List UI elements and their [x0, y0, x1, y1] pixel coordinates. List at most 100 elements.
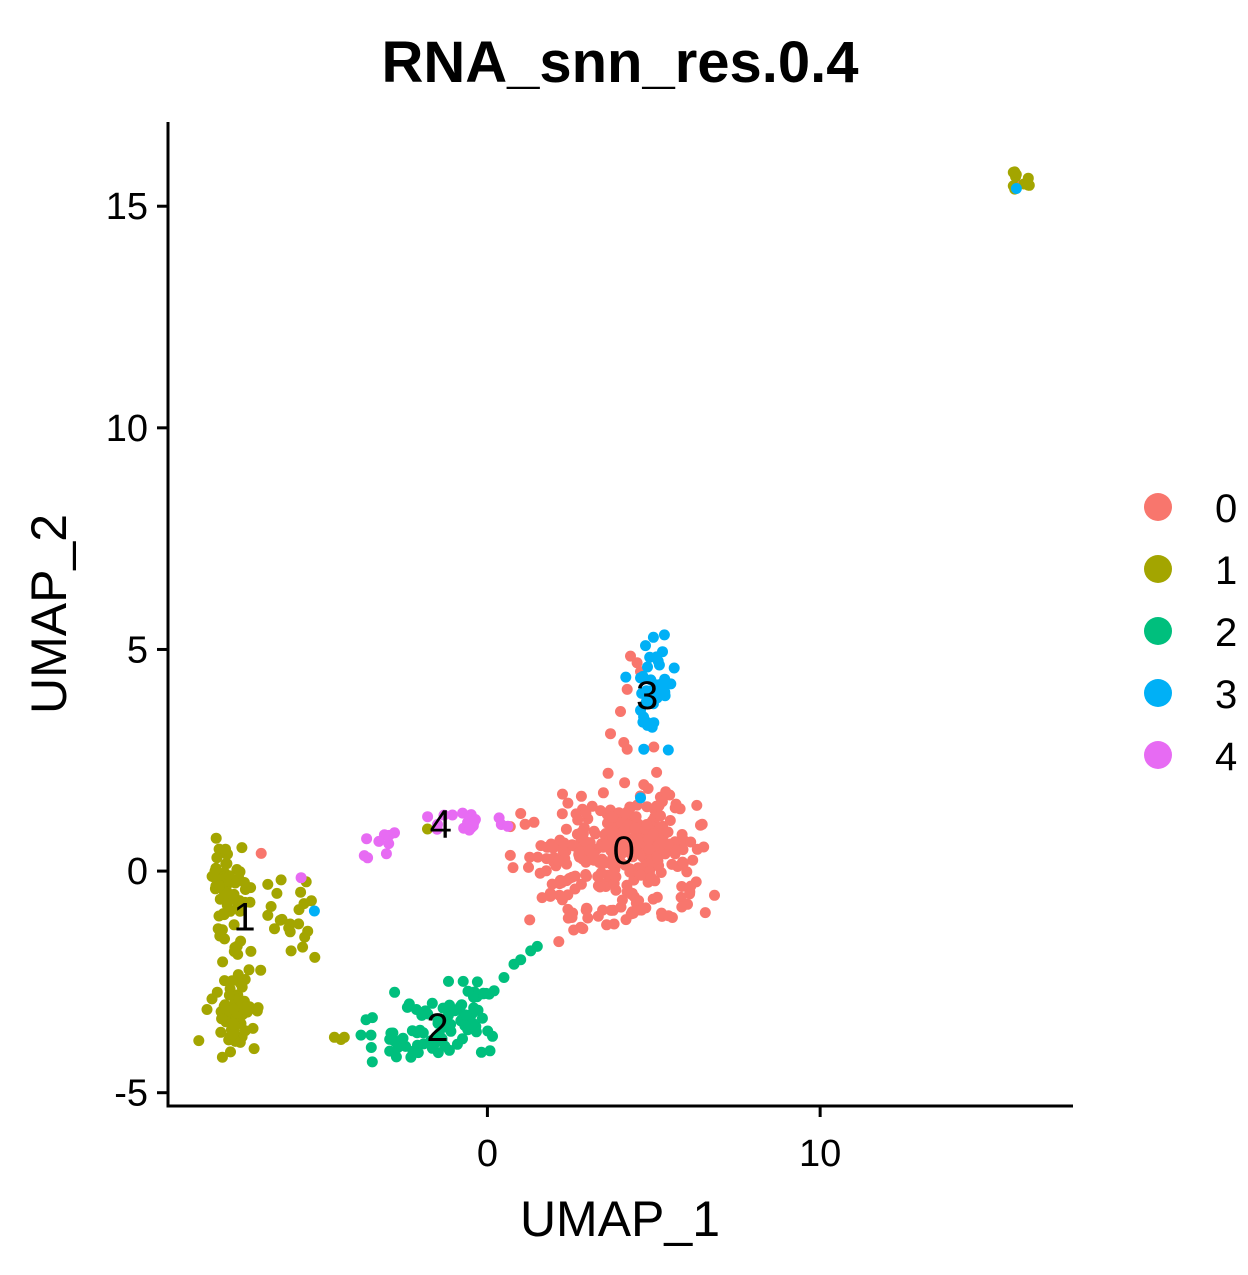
cluster-0-point — [540, 865, 552, 877]
cluster-1-point — [297, 941, 309, 953]
x-tick-label: 10 — [799, 1133, 841, 1175]
cluster-1-point — [215, 1026, 227, 1038]
cluster-1-point — [216, 1051, 228, 1063]
cluster-1-point — [201, 1004, 213, 1015]
cluster-3-point — [636, 687, 648, 699]
cluster-0-point — [662, 826, 674, 838]
cluster-0-point — [594, 881, 606, 893]
cluster-1-point — [1007, 166, 1019, 178]
cluster-0-point — [255, 847, 267, 859]
cluster-0-point — [556, 808, 568, 820]
cluster-0-point — [640, 902, 652, 914]
cluster-0-point — [634, 869, 646, 881]
cluster-0-point — [625, 908, 637, 920]
cluster-1-point — [276, 913, 288, 925]
cluster-0-point — [624, 863, 636, 875]
cluster-1-point — [217, 956, 229, 968]
cluster-1-point — [255, 964, 267, 976]
cluster-1-point — [285, 945, 297, 957]
cluster-0-point — [547, 842, 559, 854]
cluster-1-point — [284, 918, 296, 930]
cluster-4-point — [493, 812, 505, 824]
cluster-2-point — [498, 972, 510, 983]
cluster-2-point — [365, 1042, 377, 1053]
cluster-0-point — [677, 856, 688, 868]
cluster-2-point — [366, 1056, 378, 1068]
cluster-1-point — [328, 1031, 340, 1043]
cluster-3-point — [647, 698, 659, 710]
cluster-0-point — [601, 919, 613, 931]
cluster-0-point — [558, 837, 570, 849]
cluster-2-point — [422, 1008, 434, 1020]
cluster-1-point — [293, 904, 305, 916]
cluster-2-point — [488, 985, 500, 997]
cluster-0-point — [573, 846, 585, 858]
cluster-4-point — [358, 850, 370, 862]
cluster-1-point — [241, 1006, 253, 1018]
cluster-0-point — [677, 844, 689, 856]
cluster-0-point — [544, 887, 556, 899]
cluster-1-point — [234, 866, 246, 878]
cluster-3-point — [642, 661, 653, 673]
cluster-4-point — [438, 809, 450, 821]
cluster-1-point — [251, 1005, 263, 1017]
cluster-4-point — [457, 807, 469, 819]
cluster-2-point — [443, 975, 454, 987]
cluster-0-point — [651, 766, 663, 778]
cluster-1-point — [213, 880, 225, 892]
cluster-0-point — [709, 889, 720, 901]
cluster-0-point — [595, 867, 607, 879]
cluster-0-point — [595, 805, 606, 817]
cluster-1-point — [223, 989, 235, 1001]
cluster-0-point — [620, 835, 632, 847]
cluster-1-point — [238, 877, 250, 888]
cluster-0-point — [621, 743, 633, 755]
cluster-0-point — [553, 855, 565, 867]
legend-swatch-0 — [1144, 493, 1172, 521]
cluster-1-point — [220, 843, 231, 855]
cluster-2-point — [437, 1002, 449, 1014]
cluster-2-point — [475, 1046, 487, 1058]
cluster-0-point — [524, 914, 536, 926]
cluster-1-point — [220, 888, 232, 900]
cluster-0-point — [532, 851, 544, 863]
cluster-1-point — [211, 986, 223, 998]
cluster-2-point — [355, 1029, 367, 1041]
cluster-3-point — [638, 743, 650, 755]
cluster-2-point — [410, 1004, 422, 1015]
cluster-3-point — [668, 662, 680, 674]
cluster-0-point — [632, 835, 644, 846]
cluster-2-point — [462, 1024, 474, 1036]
cluster-0-point — [600, 839, 612, 850]
cluster-0-point — [560, 823, 572, 835]
cluster-1-point — [193, 1035, 205, 1047]
cluster-4-point — [383, 838, 395, 850]
cluster-1-point — [228, 1003, 240, 1015]
cluster-1-point — [229, 877, 241, 889]
cluster-2-point — [426, 997, 438, 1009]
legend-swatch-1 — [1144, 555, 1172, 583]
cluster-0-point — [675, 891, 687, 903]
cluster-2-point — [388, 1035, 400, 1047]
legend-swatch-3 — [1144, 679, 1172, 707]
x-ticks: 0 10 — [477, 1106, 841, 1175]
cluster-0-point — [607, 830, 619, 842]
cluster-0-point — [515, 808, 527, 819]
cluster-2-point — [401, 1001, 413, 1013]
cluster-3-point — [638, 711, 650, 723]
cluster-1-point — [244, 896, 256, 908]
cluster-0-point — [615, 901, 627, 913]
cluster-1-point — [227, 1028, 239, 1040]
cluster-0-point — [655, 810, 666, 822]
cluster-2-point — [432, 1014, 444, 1026]
cluster-4-point — [432, 819, 443, 830]
cluster-1-point — [243, 964, 255, 976]
cluster-0-point — [557, 788, 568, 800]
y-axis-title: UMAP_2 — [21, 514, 77, 714]
cluster-1-point — [1022, 179, 1034, 191]
cluster-1-point — [302, 925, 314, 937]
cluster-0-point — [580, 904, 592, 916]
cluster-label-2: 2 — [426, 1006, 448, 1050]
cluster-0-point — [569, 883, 581, 895]
